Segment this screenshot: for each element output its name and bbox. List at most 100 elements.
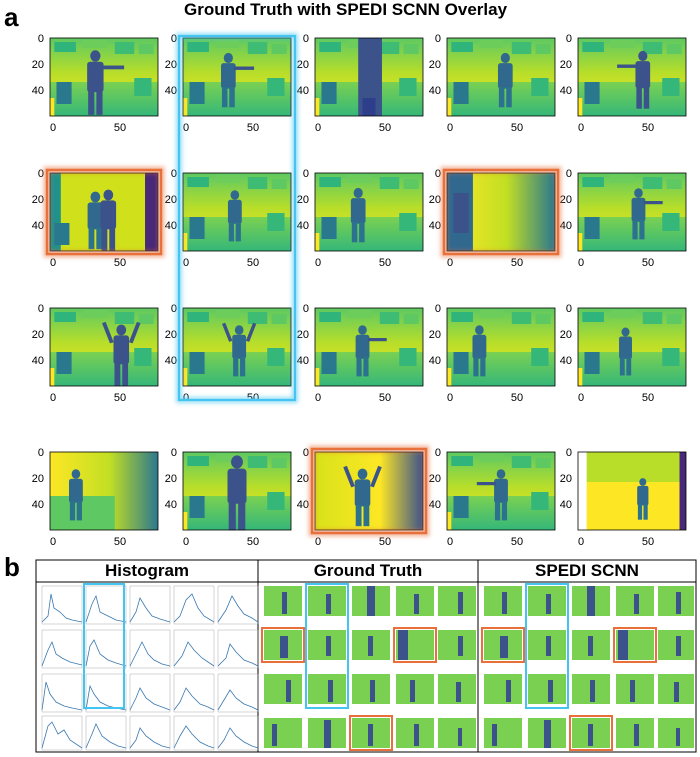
- x-tick-label: 50: [379, 257, 391, 269]
- depth-map-r1c4: [447, 38, 555, 116]
- histogram-grid: [41, 585, 259, 751]
- y-tick-label: 40: [165, 85, 177, 97]
- depth-map-r4c1: [50, 452, 158, 530]
- x-tick-label: 50: [379, 536, 391, 548]
- y-tick-label: 0: [435, 33, 441, 45]
- x-tick-label: 0: [315, 536, 321, 548]
- y-tick-label: 40: [297, 220, 309, 232]
- y-tick-label: 40: [32, 85, 44, 97]
- x-tick-label: 0: [578, 122, 584, 134]
- y-tick-label: 0: [566, 447, 572, 459]
- x-tick-label: 50: [114, 392, 126, 404]
- y-tick-label: 20: [429, 473, 441, 485]
- panel-b-header-histogram: Histogram: [104, 561, 190, 580]
- depth-map-r3c5: [578, 308, 686, 386]
- y-tick-label: 0: [303, 33, 309, 45]
- depth-map-r2c1: [50, 173, 158, 251]
- y-tick-label: 20: [560, 59, 572, 71]
- x-tick-label: 0: [50, 392, 56, 404]
- depth-map-r4c4: [447, 452, 555, 530]
- y-tick-label: 20: [32, 59, 44, 71]
- y-tick-label: 0: [435, 168, 441, 180]
- y-tick-label: 40: [32, 355, 44, 367]
- y-tick-label: 20: [32, 194, 44, 206]
- orange-cell-highlights: [43, 166, 562, 537]
- x-tick-label: 50: [247, 122, 259, 134]
- y-tick-label: 0: [171, 33, 177, 45]
- depth-map-r3c1: [50, 308, 158, 386]
- panel-a-grid: [50, 38, 686, 531]
- panel-b-header-ground-truth: Ground Truth: [313, 561, 423, 580]
- y-tick-label: 0: [38, 33, 44, 45]
- depth-map-r2c3: [315, 173, 423, 251]
- depth-map-r1c5: [578, 38, 686, 116]
- y-tick-label: 40: [560, 220, 572, 232]
- x-tick-label: 0: [50, 257, 56, 269]
- x-tick-label: 50: [379, 392, 391, 404]
- x-tick-label: 0: [50, 122, 56, 134]
- y-tick-label: 20: [165, 473, 177, 485]
- x-tick-label: 50: [642, 536, 654, 548]
- y-tick-label: 40: [429, 85, 441, 97]
- y-tick-label: 40: [429, 220, 441, 232]
- y-tick-label: 40: [32, 499, 44, 511]
- y-tick-label: 20: [297, 59, 309, 71]
- y-tick-label: 0: [38, 168, 44, 180]
- y-tick-label: 20: [165, 194, 177, 206]
- y-tick-label: 0: [566, 303, 572, 315]
- x-tick-label: 50: [379, 122, 391, 134]
- depth-map-r2c4: [447, 173, 555, 251]
- x-tick-label: 50: [511, 392, 523, 404]
- y-tick-label: 40: [297, 499, 309, 511]
- x-tick-label: 0: [315, 392, 321, 404]
- y-tick-label: 40: [560, 355, 572, 367]
- y-tick-label: 20: [165, 329, 177, 341]
- y-tick-label: 40: [32, 220, 44, 232]
- y-tick-label: 40: [429, 355, 441, 367]
- x-tick-label: 50: [114, 257, 126, 269]
- depth-map-r4c3: [315, 452, 423, 530]
- y-tick-label: 0: [171, 168, 177, 180]
- depth-map-r3c4: [447, 308, 555, 386]
- x-tick-label: 0: [50, 536, 56, 548]
- x-tick-label: 50: [247, 536, 259, 548]
- y-tick-label: 40: [165, 355, 177, 367]
- x-tick-label: 0: [183, 122, 189, 134]
- x-tick-label: 0: [315, 122, 321, 134]
- ground-truth-mini-grid: [261, 583, 476, 751]
- y-tick-label: 0: [566, 33, 572, 45]
- y-tick-label: 40: [429, 499, 441, 511]
- y-tick-label: 40: [297, 85, 309, 97]
- depth-map-r1c1: [50, 38, 158, 116]
- y-tick-label: 20: [429, 329, 441, 341]
- y-tick-label: 0: [435, 447, 441, 459]
- x-tick-label: 0: [447, 536, 453, 548]
- x-tick-label: 0: [183, 536, 189, 548]
- x-tick-label: 50: [642, 392, 654, 404]
- y-tick-label: 20: [429, 59, 441, 71]
- spedi-scnn-mini-grid: [481, 583, 694, 751]
- x-tick-label: 0: [183, 257, 189, 269]
- x-tick-label: 0: [578, 392, 584, 404]
- x-tick-label: 50: [511, 536, 523, 548]
- y-tick-label: 0: [303, 303, 309, 315]
- y-tick-label: 20: [429, 194, 441, 206]
- y-tick-label: 20: [297, 194, 309, 206]
- x-tick-label: 0: [447, 122, 453, 134]
- blue-column-highlight: [176, 33, 298, 403]
- x-tick-label: 50: [511, 257, 523, 269]
- depth-map-r2c5: [578, 173, 686, 251]
- x-tick-label: 50: [247, 257, 259, 269]
- y-tick-label: 40: [560, 85, 572, 97]
- y-tick-label: 40: [297, 355, 309, 367]
- depth-map-r3c2: [183, 308, 291, 386]
- panel-b-header-spedi-scnn: SPEDI SCNN: [535, 561, 639, 580]
- panel-a-letter: a: [4, 2, 19, 32]
- y-tick-label: 20: [560, 473, 572, 485]
- y-tick-label: 40: [165, 499, 177, 511]
- y-tick-label: 40: [165, 220, 177, 232]
- x-tick-label: 50: [642, 122, 654, 134]
- depth-map-r4c2: [183, 452, 291, 531]
- x-tick-label: 0: [578, 536, 584, 548]
